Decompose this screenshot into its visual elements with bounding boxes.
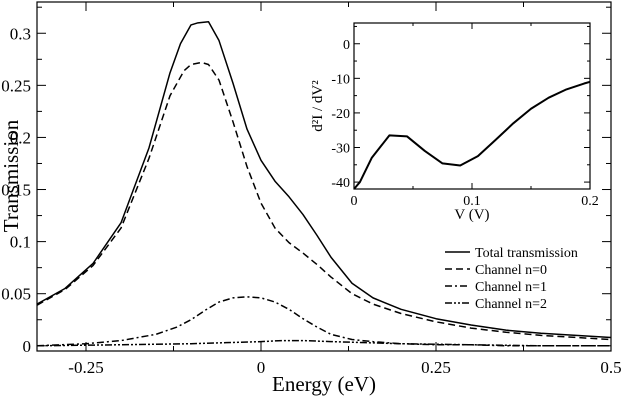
inset-y-tick-label: -30 (331, 142, 350, 157)
main-x-axis-title: Energy (eV) (272, 372, 376, 396)
main-y-tick-label: 0.1 (10, 233, 31, 252)
main-y-tick-label: 0.2 (10, 128, 31, 147)
inset-series-d2i-dv2 (354, 80, 590, 189)
main-y-tick-label: 0.15 (1, 181, 31, 200)
main-series-total-transmission (37, 21, 611, 339)
inset-x-tick-label: 0 (351, 194, 358, 209)
legend: Total transmission Channel n=0 Channel n… (445, 246, 578, 312)
main-y-tick-label: 0.05 (1, 285, 31, 304)
inset-x-axis-title: V (V) (454, 207, 489, 223)
inset-y-tick-label: 0 (343, 38, 350, 53)
inset-y-tick-label: -20 (331, 107, 350, 122)
inset-y-tick-label: -10 (331, 72, 350, 87)
main-series-channel-n-2 (37, 339, 611, 347)
legend-label-n2: Channel n=2 (475, 297, 547, 312)
main-y-tick-label: 0.25 (1, 76, 31, 95)
inset-y-tick-label: -40 (331, 176, 350, 191)
main-x-tick-label: 0.5 (600, 358, 621, 377)
main-y-axis-title: Transmission (0, 119, 23, 232)
inset-y-axis-title: d²I / dV² (310, 80, 326, 132)
main-series-channel-n-0 (37, 61, 611, 341)
inset-x-tick-label: 0.2 (581, 194, 599, 209)
main-x-tick-label: 0 (257, 358, 266, 377)
main-y-tick-label: 0.3 (10, 24, 31, 43)
main-y-tick-label: 0 (23, 337, 32, 356)
inset-x-tick-label: 0.1 (463, 194, 481, 209)
legend-label-n1: Channel n=1 (475, 280, 547, 295)
main-x-tick-label: -0.25 (68, 358, 103, 377)
legend-label-total: Total transmission (475, 246, 578, 261)
legend-label-n0: Channel n=0 (475, 263, 547, 278)
inset-plot-frame (353, 22, 591, 190)
main-plot-frame (36, 1, 612, 352)
main-x-tick-label: 0.25 (421, 358, 451, 377)
